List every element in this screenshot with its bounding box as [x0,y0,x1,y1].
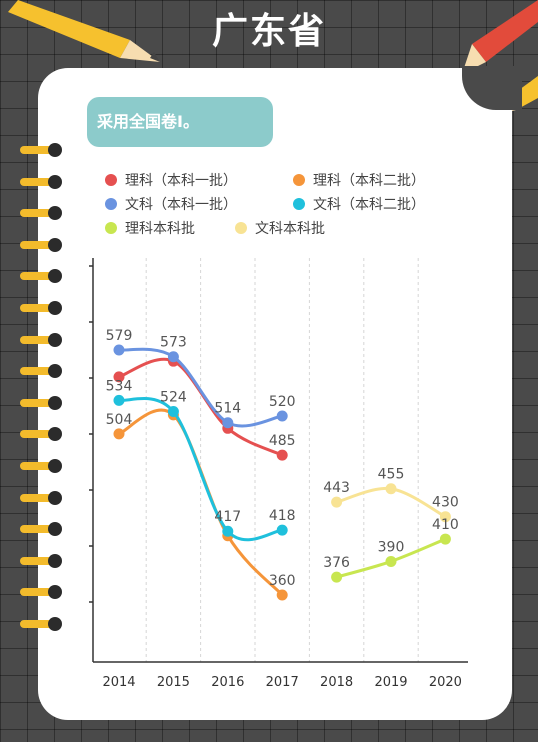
data-label: 360 [269,573,296,589]
data-label: 430 [432,495,459,511]
chart-card [38,68,512,720]
x-tick-label: 2020 [429,675,462,690]
x-tick-label: 2015 [157,675,190,690]
legend-li2: 理科（本科二批） [293,170,425,190]
legend-dot-likb [105,222,117,234]
data-label: 443 [323,480,350,496]
series-line-wen2 [118,397,283,542]
data-label: 504 [106,412,133,428]
notebook-ring [20,301,62,315]
notebook-ring [20,269,62,284]
data-point-likb [385,555,397,567]
legend-label-li2: 理科（本科二批） [313,173,425,189]
legend-label-wen2: 文科（本科二批） [313,197,425,213]
data-point-wen1 [167,351,179,363]
legend-dot-li1 [105,174,117,186]
data-point-wen1 [113,344,125,356]
data-label: 579 [106,328,133,344]
legend-wen1: 文科（本科一批） [105,194,237,214]
legend-label-wenkb: 文科本科批 [255,221,325,237]
data-label: 573 [160,335,187,351]
data-point-li2 [276,589,288,601]
page-title: 广东省 [211,11,326,52]
exam-tag: 采用全国卷Ⅰ。 [87,97,273,147]
data-label: 485 [269,433,296,449]
legend-label-likb: 理科本科批 [125,221,195,237]
notebook-ring [20,395,62,410]
notebook-ring [20,522,62,537]
legend-dot-li2 [293,174,305,186]
notebook-ring [20,332,62,347]
notebook-ring [20,237,62,252]
series-line-wen1 [118,347,283,428]
data-point-wenkb [331,496,343,508]
data-point-wen1 [222,417,234,429]
data-point-wen2 [222,525,234,537]
data-point-likb [439,533,451,545]
x-tick-label: 2017 [266,675,299,690]
data-point-li1 [113,371,125,383]
data-point-li1 [276,449,288,461]
notebook-ring [20,585,62,600]
legend-likb: 理科本科批 [105,218,195,238]
data-label: 418 [269,508,296,524]
notebook-ring [20,459,62,473]
x-tick-label: 2014 [102,675,135,690]
legend-wenkb: 文科本科批 [235,218,325,238]
notebook-ring [20,174,62,189]
data-point-likb [331,571,343,583]
notebook-ring [20,143,62,157]
data-point-wen2 [167,406,179,418]
data-label: 524 [160,390,187,406]
data-label: 455 [378,467,405,483]
legend-dot-wenkb [235,222,247,234]
pencil-left-icon [8,0,160,62]
data-point-wen2 [113,394,125,406]
data-label: 514 [214,401,241,417]
notebook-ring [20,364,62,379]
x-tick-label: 2019 [374,675,407,690]
data-label: 376 [323,555,350,571]
legend-li1: 理科（本科一批） [105,170,237,190]
notebook-ring [20,617,62,631]
series-line-li2 [118,408,284,597]
legend-label-li1: 理科（本科一批） [125,173,237,189]
data-point-li2 [113,428,125,440]
legend-wen2: 文科（本科二批） [293,194,425,214]
data-label: 417 [214,509,241,525]
data-label: 520 [269,394,296,410]
notebook-ring [20,206,62,221]
notebook-ring [20,427,62,442]
data-point-wen1 [276,410,288,422]
data-label: 410 [432,517,459,533]
x-tick-label: 2016 [211,675,244,690]
notebook-ring [20,490,62,505]
data-point-wenkb [385,483,397,495]
notebook-ring [20,553,62,568]
data-point-wenkb [439,511,451,523]
data-label: 390 [378,539,405,555]
legend-dot-wen1 [105,198,117,210]
legend-label-wen1: 文科（本科一批） [125,197,237,213]
x-tick-label: 2018 [320,675,353,690]
legend-dot-wen2 [293,198,305,210]
data-point-wen2 [276,524,288,536]
data-label: 534 [106,378,133,394]
